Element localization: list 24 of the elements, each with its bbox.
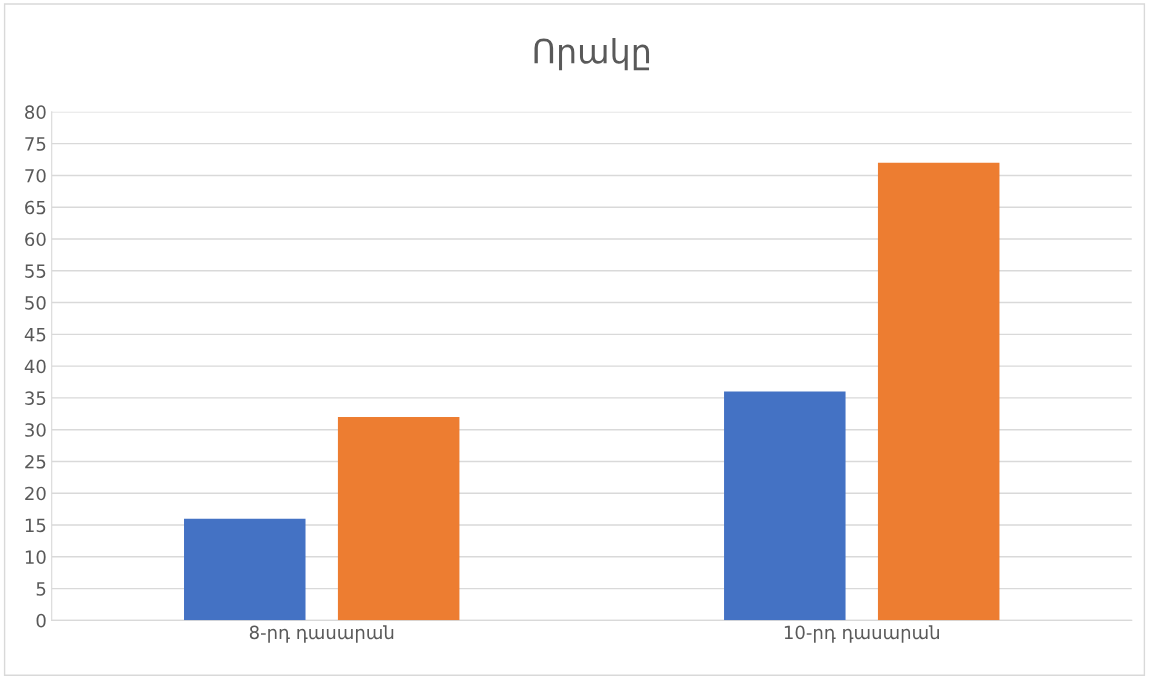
y-tick-label: 20 xyxy=(25,486,46,501)
y-tick-label: 0 xyxy=(36,613,46,628)
x-tick-label: 10-րդ դասարան xyxy=(784,625,939,643)
y-tick-label: 25 xyxy=(25,454,46,469)
y-tick-label: 40 xyxy=(24,359,46,374)
y-tick-label: 45 xyxy=(24,328,46,342)
y-tick-label: 5 xyxy=(36,582,46,596)
bar xyxy=(877,162,1000,621)
bar xyxy=(337,416,460,621)
bar xyxy=(184,518,306,621)
bar xyxy=(724,391,846,621)
y-tick-label: 70 xyxy=(25,168,46,183)
y-tick-label: 15 xyxy=(25,518,46,533)
y-tick-label: 55 xyxy=(25,264,46,278)
y-tick-label: 35 xyxy=(25,391,46,406)
y-tick-label: 30 xyxy=(25,423,46,437)
x-tick-label: 8-րդ դասարան xyxy=(249,625,394,643)
y-tick-label: 60 xyxy=(25,232,46,247)
y-tick-label: 75 xyxy=(25,137,46,151)
y-tick-label: 50 xyxy=(25,296,46,310)
chart-title: Որակը xyxy=(534,37,650,71)
y-tick-label: 65 xyxy=(25,200,46,215)
y-tick-label: 80 xyxy=(25,105,46,119)
y-tick-label: 10 xyxy=(25,550,46,564)
